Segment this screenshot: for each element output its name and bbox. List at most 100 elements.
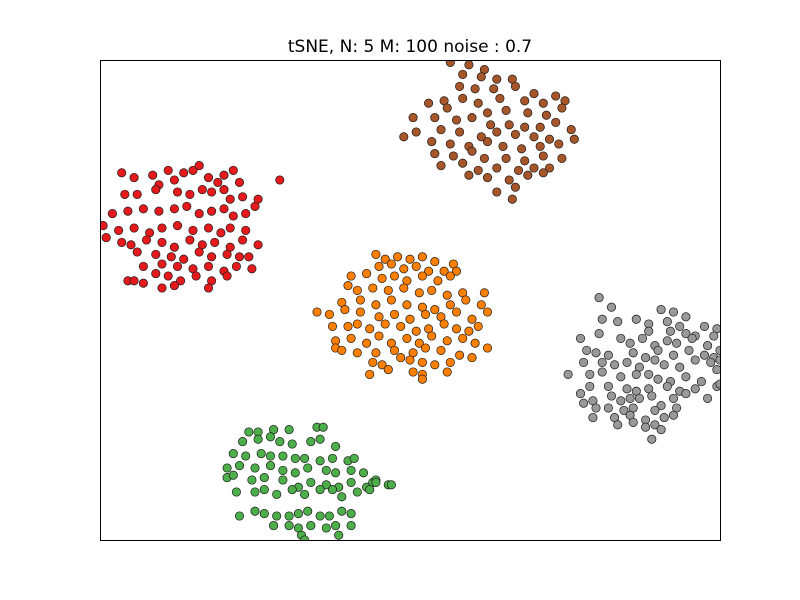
data-point (529, 132, 539, 142)
data-point (380, 254, 390, 264)
data-point (151, 185, 161, 195)
data-point (234, 252, 245, 262)
data-point (176, 276, 186, 286)
data-point (427, 285, 437, 295)
data-point (321, 465, 331, 475)
data-point (163, 271, 173, 281)
data-point (386, 480, 396, 490)
data-point (430, 113, 440, 123)
data-point (672, 338, 682, 348)
data-point (644, 326, 654, 336)
data-point (681, 329, 691, 339)
data-point (712, 365, 720, 375)
data-point (579, 398, 589, 408)
data-point (616, 396, 626, 406)
data-point (585, 369, 595, 379)
data-point (166, 252, 176, 262)
data-point (368, 283, 378, 293)
data-point (445, 300, 455, 310)
data-point (482, 108, 493, 118)
data-point (157, 283, 167, 293)
data-point (647, 434, 657, 444)
data-point (179, 254, 189, 264)
data-point (504, 120, 514, 130)
data-point (430, 257, 440, 267)
data-point (486, 120, 496, 130)
data-point (163, 165, 173, 175)
data-point (389, 271, 400, 281)
data-point (129, 223, 139, 233)
series-1 (399, 60, 579, 204)
data-point (482, 137, 493, 147)
data-point (117, 168, 127, 178)
data-point (498, 141, 508, 151)
data-point (408, 367, 418, 377)
data-point (259, 509, 269, 519)
data-point (681, 372, 691, 382)
data-point (225, 194, 235, 204)
data-point (231, 261, 241, 271)
data-point (538, 168, 548, 178)
data-point (603, 381, 613, 391)
data-point (293, 509, 303, 519)
data-point (349, 453, 359, 463)
data-point (690, 384, 700, 394)
data-point (414, 288, 424, 298)
data-point (346, 271, 356, 281)
data-point (234, 177, 245, 187)
data-point (495, 93, 505, 103)
data-point (662, 317, 672, 327)
data-point (228, 470, 238, 480)
data-point (203, 223, 214, 233)
data-point (247, 264, 257, 274)
data-point (684, 345, 694, 355)
data-point (458, 158, 468, 168)
data-point (312, 307, 322, 317)
data-point (185, 189, 195, 199)
data-point (377, 273, 387, 283)
data-point (445, 357, 455, 367)
data-point (445, 60, 455, 67)
data-point (557, 103, 567, 113)
data-point (278, 451, 288, 461)
data-point (464, 326, 474, 336)
data-point (442, 290, 452, 300)
data-point (389, 309, 400, 319)
data-point (362, 338, 372, 348)
data-point (665, 326, 675, 336)
data-point (355, 295, 365, 305)
data-point (557, 153, 567, 163)
data-point (582, 345, 592, 355)
data-point (352, 319, 362, 329)
data-point (123, 206, 133, 216)
data-point (188, 165, 198, 175)
data-point (597, 367, 607, 377)
data-point (306, 521, 316, 531)
data-point (287, 485, 297, 495)
data-point (203, 173, 214, 183)
data-point (265, 461, 276, 471)
data-point (510, 81, 520, 91)
data-point (355, 307, 365, 317)
plot-frame (100, 60, 721, 541)
data-point (520, 156, 530, 166)
data-point (371, 477, 381, 487)
data-point (318, 422, 328, 432)
data-point (653, 374, 663, 384)
data-point (374, 312, 384, 322)
data-point (417, 271, 427, 281)
data-point (197, 185, 207, 195)
data-point (690, 355, 700, 365)
data-point (256, 449, 266, 459)
data-point (501, 105, 511, 115)
data-point (656, 401, 666, 411)
data-point (544, 134, 555, 144)
data-point (228, 449, 238, 459)
data-point (117, 237, 127, 247)
data-point (300, 489, 310, 499)
data-point (616, 372, 626, 382)
series-2 (100, 161, 285, 293)
plot-area (100, 60, 720, 540)
data-point (628, 348, 638, 358)
